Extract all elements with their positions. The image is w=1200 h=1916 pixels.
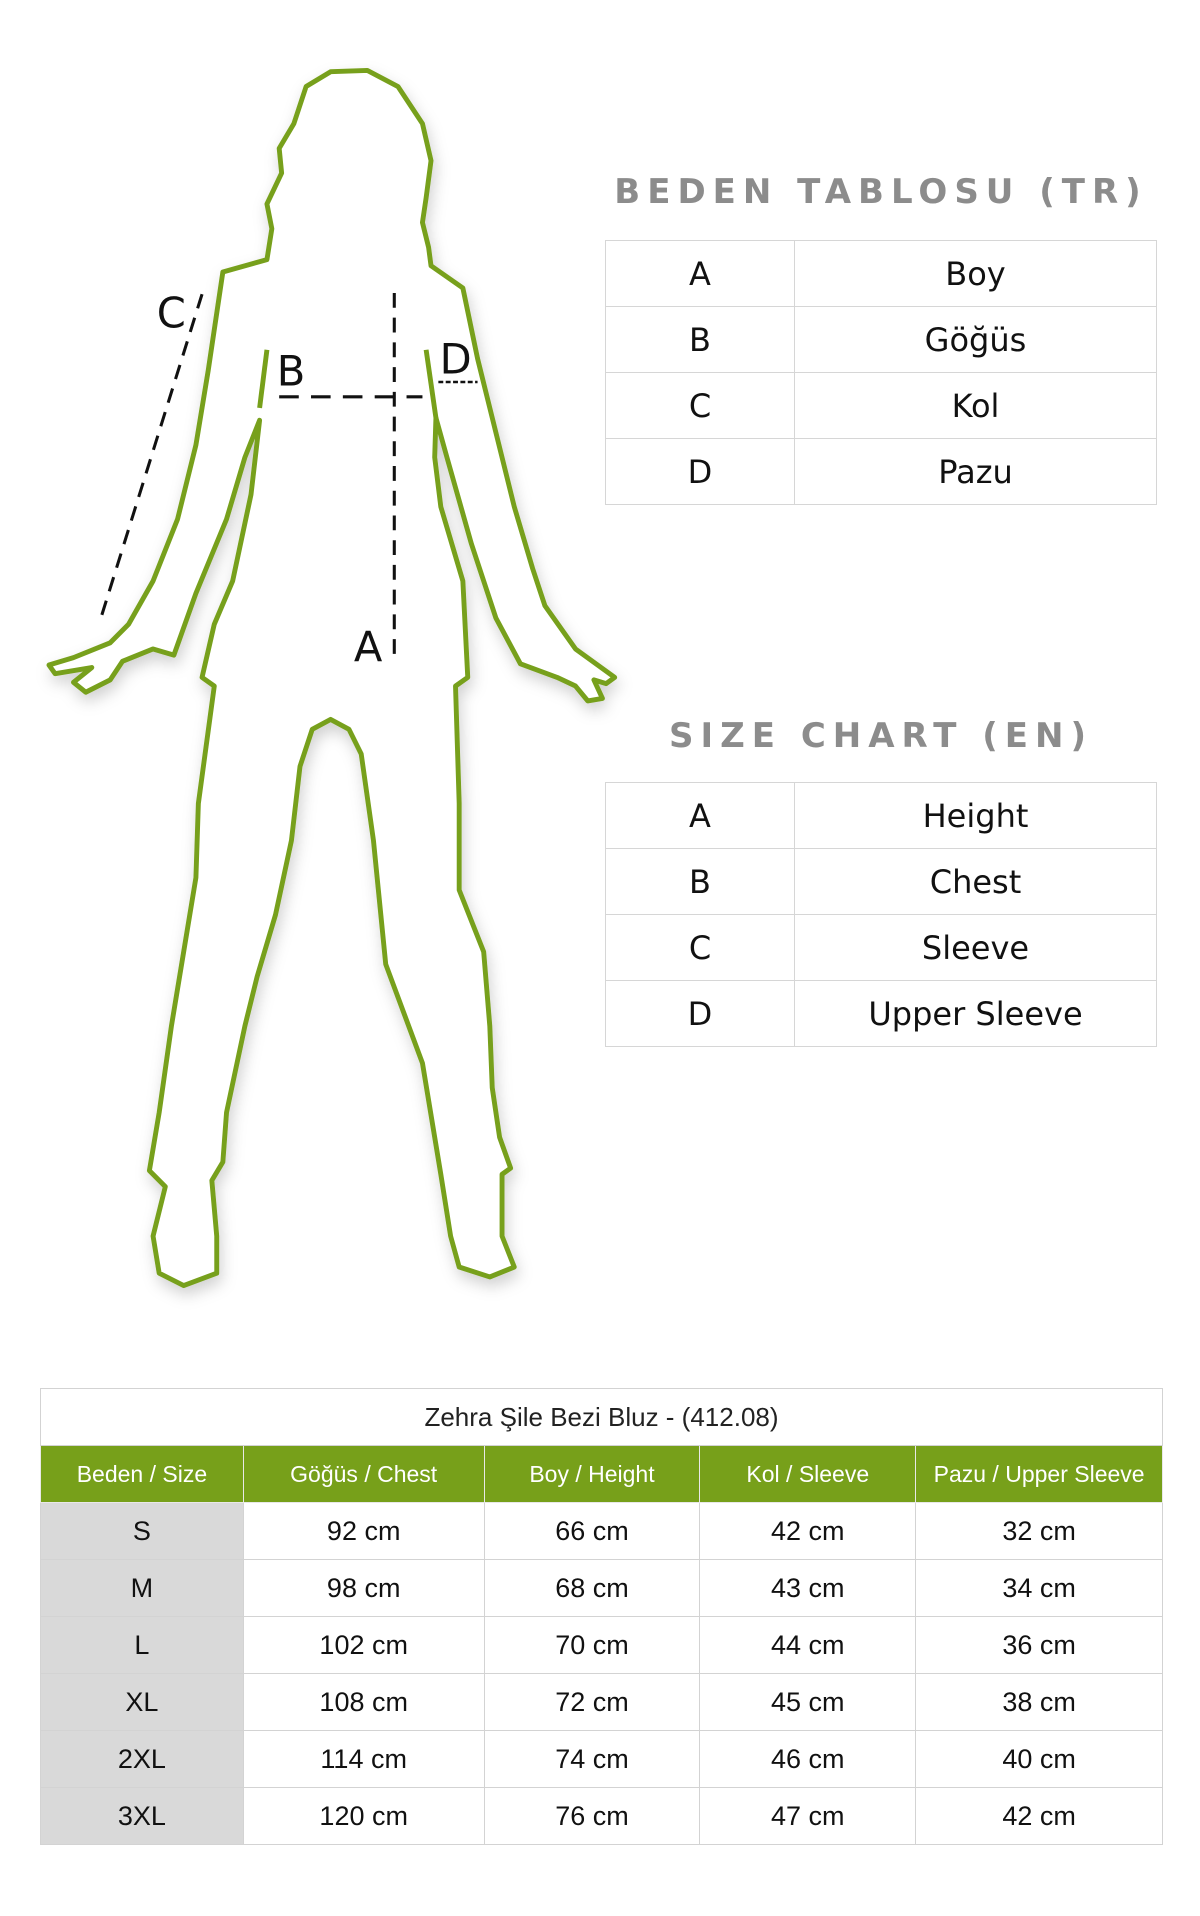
measurement-cell: 120 cm	[242, 1787, 485, 1845]
size-cell: 3XL	[40, 1787, 244, 1845]
column-header: Pazu / Upper Sleeve	[915, 1445, 1163, 1503]
tr-key-table: A Boy B Göğüs C Kol D Pazu	[605, 240, 1157, 505]
measurement-cell: 43 cm	[699, 1559, 917, 1617]
measurement-cell: 46 cm	[699, 1730, 917, 1788]
measure-line-c	[100, 293, 204, 617]
body-silhouette	[46, 67, 618, 1289]
table-row: B Göğüs	[605, 306, 1157, 373]
key-cell: A	[605, 240, 795, 307]
table-row: D Pazu	[605, 438, 1157, 505]
size-cell: XL	[40, 1673, 244, 1731]
label-d: D	[440, 334, 472, 383]
key-cell: C	[605, 914, 795, 981]
table-row: B Chest	[605, 848, 1157, 915]
label-b: B	[277, 346, 306, 395]
column-header: Göğüs / Chest	[242, 1445, 485, 1503]
value-cell: Height	[794, 782, 1157, 849]
table-row: M 98 cm 68 cm 43 cm 34 cm	[40, 1559, 1163, 1617]
label-a: A	[354, 622, 383, 671]
size-table: Zehra Şile Bezi Bluz - (412.08) Beden / …	[40, 1388, 1163, 1845]
table-row: S 92 cm 66 cm 42 cm 32 cm	[40, 1502, 1163, 1560]
measurement-cell: 68 cm	[483, 1559, 701, 1617]
measurement-cell: 74 cm	[483, 1730, 701, 1788]
table-row: A Height	[605, 782, 1157, 849]
value-cell: Sleeve	[794, 914, 1157, 981]
value-cell: Göğüs	[794, 306, 1157, 373]
measurement-cell: 114 cm	[242, 1730, 485, 1788]
measurement-cell: 40 cm	[915, 1730, 1163, 1788]
key-cell: B	[605, 306, 795, 373]
inner-arm-line-left	[257, 349, 270, 409]
size-cell: M	[40, 1559, 244, 1617]
size-cell: S	[40, 1502, 244, 1560]
table-caption-row: Zehra Şile Bezi Bluz - (412.08)	[40, 1388, 1163, 1446]
size-cell: L	[40, 1616, 244, 1674]
key-cell: C	[605, 372, 795, 439]
value-cell: Chest	[794, 848, 1157, 915]
inner-arm-line-right	[423, 349, 439, 419]
value-cell: Kol	[794, 372, 1157, 439]
measurement-cell: 108 cm	[242, 1673, 485, 1731]
column-header: Boy / Height	[483, 1445, 701, 1503]
key-cell: D	[605, 980, 795, 1047]
tr-title: BEDEN TABLOSU (TR)	[614, 172, 1148, 212]
column-header: Beden / Size	[40, 1445, 244, 1503]
table-header-row: Beden / Size Göğüs / Chest Boy / Height …	[40, 1445, 1163, 1503]
table-caption: Zehra Şile Bezi Bluz - (412.08)	[40, 1388, 1163, 1446]
measurement-cell: 45 cm	[699, 1673, 917, 1731]
table-row: D Upper Sleeve	[605, 980, 1157, 1047]
value-cell: Upper Sleeve	[794, 980, 1157, 1047]
value-cell: Pazu	[794, 438, 1157, 505]
table-row: XL 108 cm 72 cm 45 cm 38 cm	[40, 1673, 1163, 1731]
table-row: 2XL 114 cm 74 cm 46 cm 40 cm	[40, 1730, 1163, 1788]
table-row: A Boy	[605, 240, 1157, 307]
column-header: Kol / Sleeve	[699, 1445, 917, 1503]
table-row: L 102 cm 70 cm 44 cm 36 cm	[40, 1616, 1163, 1674]
measurement-cell: 42 cm	[699, 1502, 917, 1560]
measurement-cell: 92 cm	[242, 1502, 485, 1560]
label-c: C	[157, 288, 186, 337]
key-cell: D	[605, 438, 795, 505]
table-row: C Sleeve	[605, 914, 1157, 981]
measurement-cell: 44 cm	[699, 1616, 917, 1674]
measurement-cell: 102 cm	[242, 1616, 485, 1674]
size-cell: 2XL	[40, 1730, 244, 1788]
measurement-cell: 47 cm	[699, 1787, 917, 1845]
en-key-table: A Height B Chest C Sleeve D Upper Sleeve	[605, 782, 1157, 1047]
measurement-cell: 66 cm	[483, 1502, 701, 1560]
measurement-cell: 42 cm	[915, 1787, 1163, 1845]
table-row: C Kol	[605, 372, 1157, 439]
en-title: SIZE CHART (EN)	[668, 716, 1093, 756]
measurement-cell: 98 cm	[242, 1559, 485, 1617]
key-cell: B	[605, 848, 795, 915]
measurement-cell: 32 cm	[915, 1502, 1163, 1560]
measurement-cell: 70 cm	[483, 1616, 701, 1674]
key-cell: A	[605, 782, 795, 849]
measurement-cell: 34 cm	[915, 1559, 1163, 1617]
measurement-cell: 76 cm	[483, 1787, 701, 1845]
measurement-cell: 72 cm	[483, 1673, 701, 1731]
table-row: 3XL 120 cm 76 cm 47 cm 42 cm	[40, 1787, 1163, 1845]
measurement-cell: 38 cm	[915, 1673, 1163, 1731]
value-cell: Boy	[794, 240, 1157, 307]
measurement-cell: 36 cm	[915, 1616, 1163, 1674]
